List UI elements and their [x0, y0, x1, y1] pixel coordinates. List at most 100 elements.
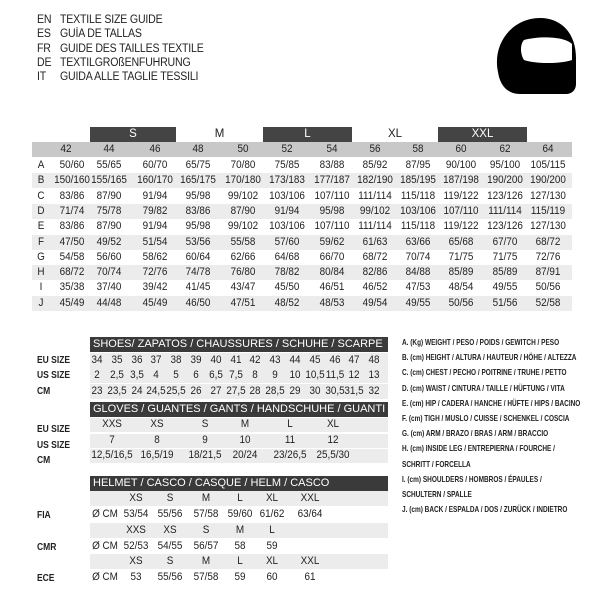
title-text: TEXTILGRÖßENFÜHRUNG [60, 56, 191, 69]
row-shade [90, 433, 388, 448]
column-header: 60 [455, 143, 467, 155]
table-cell: 16,5/19 [140, 449, 174, 461]
helmet-value: 56/57 [193, 539, 219, 552]
table-cell: 64/68 [274, 250, 300, 263]
table-cell: 99/102 [359, 204, 391, 217]
helmet-value: 63/64 [297, 508, 323, 520]
column-header: 58 [412, 143, 424, 155]
table-cell: 71/74 [59, 204, 85, 217]
row-shade [32, 265, 572, 281]
row-key: B [37, 174, 45, 187]
helmet-size: M [235, 523, 245, 536]
unit-label: Ø CM [92, 571, 118, 583]
table-cell: 119/122 [443, 220, 479, 233]
table-cell: 9 [202, 433, 208, 446]
title-text: TEXTILE SIZE GUIDE [60, 14, 163, 26]
table-cell: 12 [327, 433, 339, 446]
table-cell: 45/49 [59, 296, 85, 309]
table-cell: 83/86 [59, 189, 85, 202]
row-shade [90, 418, 388, 432]
row-key: G [37, 250, 45, 263]
table-cell: 37/40 [96, 281, 122, 294]
helmet-size: L [237, 492, 243, 504]
table-cell: 76/80 [230, 266, 256, 279]
table-cell: 44/48 [96, 296, 122, 309]
row-label: US SIZE [37, 439, 71, 451]
table-cell: 49/54 [362, 296, 388, 309]
table-cell: 74/78 [185, 266, 211, 279]
title-text: GUIDE DES TAILLES TEXTILE [60, 42, 204, 55]
legend-item: H. (cm) INSIDE LEG / ENTREPIERNA / FOURC… [402, 443, 555, 454]
table-cell: 55/65 [96, 159, 122, 171]
table-cell: 53/56 [185, 235, 211, 248]
table-cell: 127/130 [530, 220, 566, 233]
table-cell: 150/160 [54, 174, 90, 187]
table-cell: 44 [289, 354, 301, 366]
helmet-value: 55/56 [157, 571, 183, 583]
language-code: ES [37, 28, 51, 41]
table-cell: 170/180 [225, 174, 261, 187]
table-cell: 38 [170, 354, 182, 366]
table-cell: 72/76 [142, 266, 168, 279]
table-cell: 4 [153, 369, 160, 382]
column-header: 50 [237, 143, 249, 155]
helmet-header: HELMET / CASCO / CASQUE / HELM / CASCO [90, 476, 388, 491]
column-header: 52 [281, 143, 293, 155]
row-shade [32, 234, 572, 250]
table-cell: 182/190 [357, 174, 393, 187]
row-shade [32, 173, 572, 189]
table-cell: 107/110 [314, 220, 350, 233]
table-cell: 173/183 [269, 174, 305, 187]
size-band-xl: XL [387, 128, 403, 140]
column-header: 48 [192, 143, 204, 155]
language-code: EN [37, 14, 52, 26]
table-cell: 85/92 [362, 159, 388, 171]
table-cell: 70/74 [96, 266, 122, 279]
column-header: 62 [499, 143, 511, 155]
table-cell: 36 [131, 354, 143, 366]
row-label: US SIZE [37, 370, 71, 382]
table-cell: 35 [111, 354, 123, 366]
table-cell: 95/98 [185, 189, 211, 202]
table-cell: 46 [329, 354, 341, 366]
table-cell: 70/74 [405, 250, 431, 263]
table-cell: L [287, 418, 293, 430]
helmet-size: S [202, 523, 210, 536]
table-cell: 177/187 [314, 174, 350, 187]
legend-item: J. (cm) BACK / ESPALDA / DOS / ZURÜCK / … [402, 504, 568, 515]
helmet-size: XS [129, 555, 143, 567]
table-cell: 35/38 [59, 281, 85, 294]
table-cell: 75/78 [96, 204, 122, 217]
helmet-size: S [166, 492, 174, 504]
helmet-icon [496, 18, 576, 94]
helmet-value: 52/53 [123, 539, 149, 552]
column-header: 64 [542, 143, 554, 155]
table-cell: 12,5/16,5 [91, 449, 133, 461]
table-cell: 24 [131, 384, 143, 397]
helmet-value: 57/58 [193, 508, 219, 520]
helmet-value: 59 [234, 571, 246, 583]
table-cell: 7,5 [228, 369, 243, 382]
table-cell: 68/72 [535, 235, 561, 248]
legend-item: SCHULTERN / SPALLE [402, 489, 472, 499]
table-cell: 8 [252, 369, 259, 382]
column-header: 54 [326, 143, 338, 155]
row-shade [90, 554, 388, 569]
table-cell: 107/110 [314, 189, 350, 202]
table-cell: 12 [348, 369, 360, 382]
table-cell: 115/119 [530, 204, 566, 217]
row-key: J [38, 296, 44, 309]
row-key: D [37, 204, 45, 217]
helmet-size: XS [163, 523, 177, 536]
table-cell: 20/24 [232, 449, 258, 461]
table-cell: 6 [193, 369, 199, 382]
table-cell: 2,5 [109, 369, 124, 382]
table-cell: 56/60 [96, 250, 122, 263]
table-cell: 30 [309, 384, 321, 397]
table-cell: 190/200 [487, 174, 523, 187]
helmet-standard: CMR [37, 541, 57, 553]
table-cell: 87/90 [230, 204, 256, 217]
table-cell: 85/89 [492, 266, 518, 279]
language-code: FR [37, 42, 51, 55]
table-cell: XS [150, 418, 164, 430]
